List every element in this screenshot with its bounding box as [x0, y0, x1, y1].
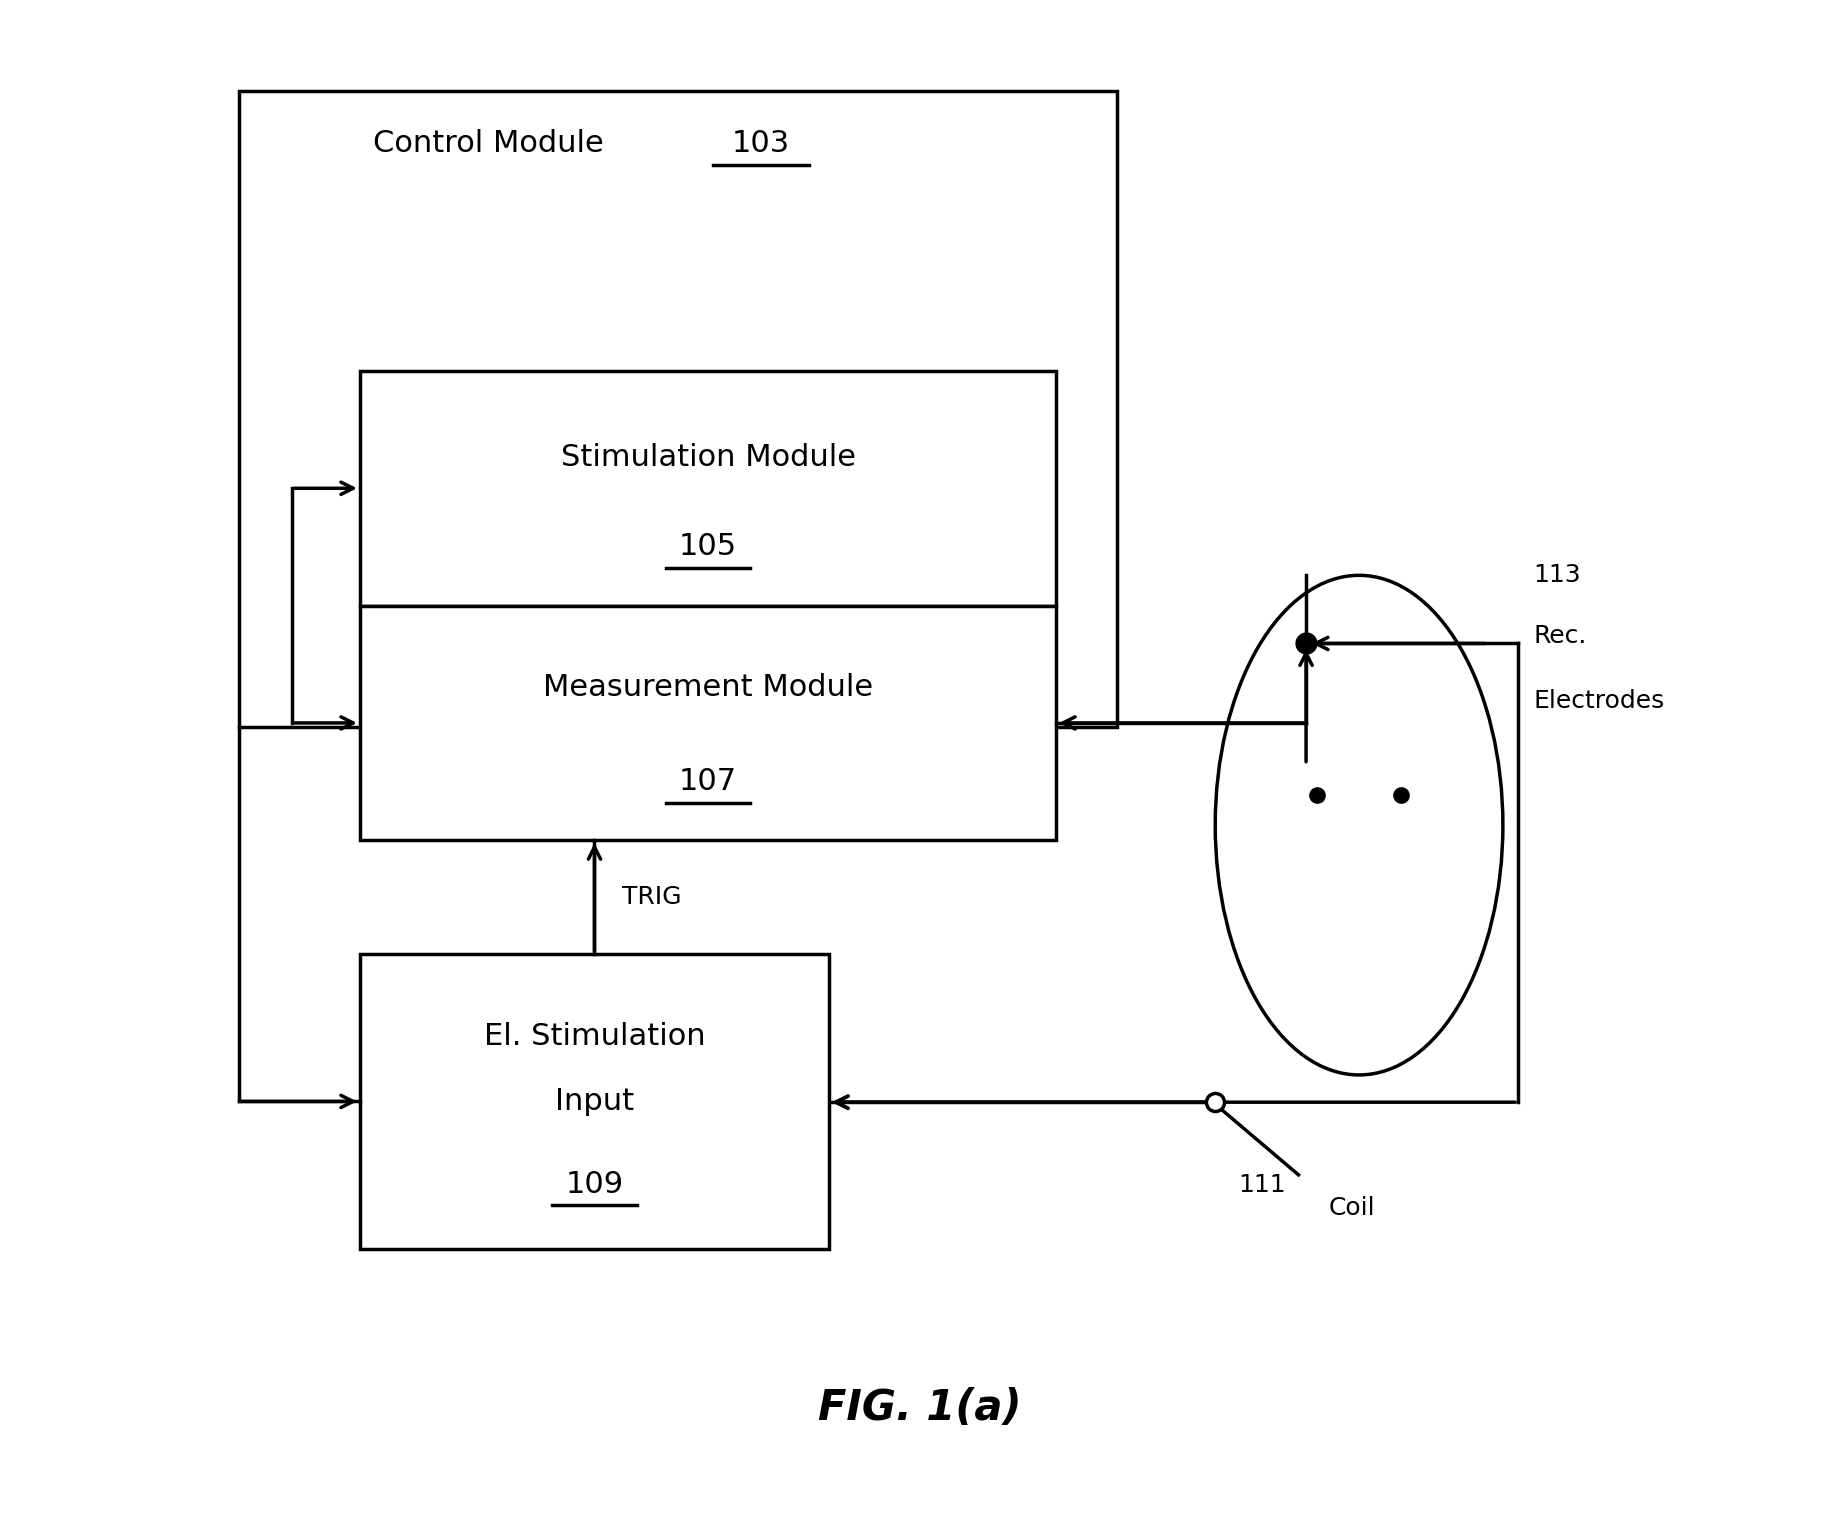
Text: 111: 111 — [1238, 1173, 1285, 1198]
Text: 109: 109 — [565, 1170, 623, 1199]
Text: Stimulation Module: Stimulation Module — [561, 444, 855, 472]
Text: 113: 113 — [1532, 563, 1580, 587]
Text: Measurement Module: Measurement Module — [543, 674, 874, 702]
FancyBboxPatch shape — [360, 371, 1056, 606]
Text: Rec.: Rec. — [1532, 624, 1585, 648]
FancyBboxPatch shape — [239, 91, 1116, 727]
Text: Coil: Coil — [1328, 1196, 1376, 1220]
Ellipse shape — [1214, 575, 1502, 1075]
Text: Control Module: Control Module — [373, 129, 603, 159]
FancyBboxPatch shape — [360, 954, 829, 1249]
Text: Input: Input — [555, 1087, 634, 1116]
Text: 105: 105 — [679, 533, 737, 562]
Text: 107: 107 — [679, 768, 737, 796]
FancyBboxPatch shape — [360, 606, 1056, 840]
Text: 103: 103 — [732, 129, 789, 159]
Text: FIG. 1(a): FIG. 1(a) — [818, 1387, 1021, 1429]
Text: TRIG: TRIG — [622, 886, 680, 908]
Text: Electrodes: Electrodes — [1532, 689, 1664, 713]
Text: El. Stimulation: El. Stimulation — [484, 1022, 704, 1051]
